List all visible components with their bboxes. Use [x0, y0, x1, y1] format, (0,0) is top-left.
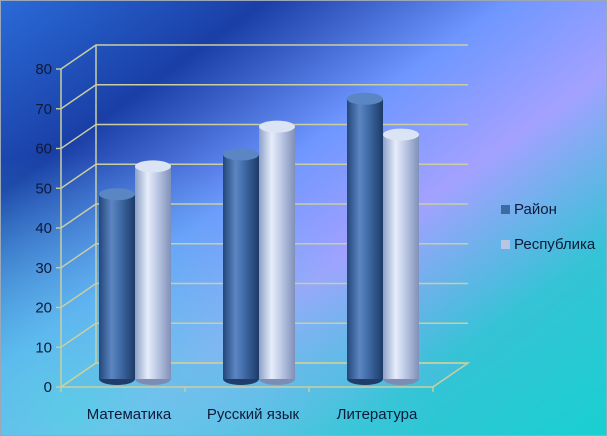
bar-rayon [223, 148, 259, 385]
bar-top [347, 92, 383, 105]
legend-item-rayon: Район [501, 199, 595, 219]
gridline [60, 243, 468, 269]
gridline [60, 282, 468, 309]
gridline [60, 123, 468, 150]
y-tick-label: 10 [35, 339, 52, 356]
legend-label-respublika: Республика [514, 235, 596, 253]
labels-layer: 0 10 20 30 40 50 60 70 80 Математика Русский язык Л… [35, 61, 418, 423]
gridline [60, 322, 468, 348]
bar-top [223, 148, 259, 161]
y-tick-label: 0 [44, 379, 52, 396]
bar-respublika [135, 160, 171, 385]
bar-respublika [383, 128, 419, 385]
y-tick-label: 50 [35, 180, 52, 197]
x-category-label: Русский язык [207, 406, 300, 423]
bar-top [135, 160, 171, 173]
gridline [60, 203, 468, 229]
bar-rayon [99, 188, 135, 385]
y-tick-label: 40 [35, 220, 52, 237]
bar-rayon [347, 92, 383, 385]
legend-item-respublika: Республика [501, 234, 595, 254]
bar-body [383, 134, 419, 379]
bar-body [259, 126, 295, 379]
legend-label-rayon: Район [514, 200, 557, 218]
gridline [60, 163, 468, 189]
bar-respublika [259, 120, 295, 385]
y-tick-label: 30 [35, 260, 52, 277]
legend-swatch-rayon [501, 204, 510, 214]
y-tick-label: 80 [35, 61, 52, 78]
gridline [60, 44, 468, 70]
bar-body [99, 194, 135, 379]
bar-top [99, 188, 135, 201]
legend-swatch-respublika [501, 239, 510, 249]
y-tick-label: 70 [35, 101, 52, 118]
legend: Район Республика [501, 199, 595, 269]
x-category-label: Литература [337, 406, 418, 423]
gridline [60, 362, 468, 388]
x-category-label: Математика [87, 406, 172, 423]
bar-top [383, 128, 419, 141]
bar-body [135, 166, 171, 379]
gridline [60, 84, 468, 110]
y-tick-label: 60 [35, 141, 52, 158]
y-tick-label: 20 [35, 300, 52, 317]
bar-body [223, 154, 259, 379]
bars-layer [99, 92, 419, 385]
bar-top [259, 120, 295, 133]
bar-body [347, 98, 383, 379]
